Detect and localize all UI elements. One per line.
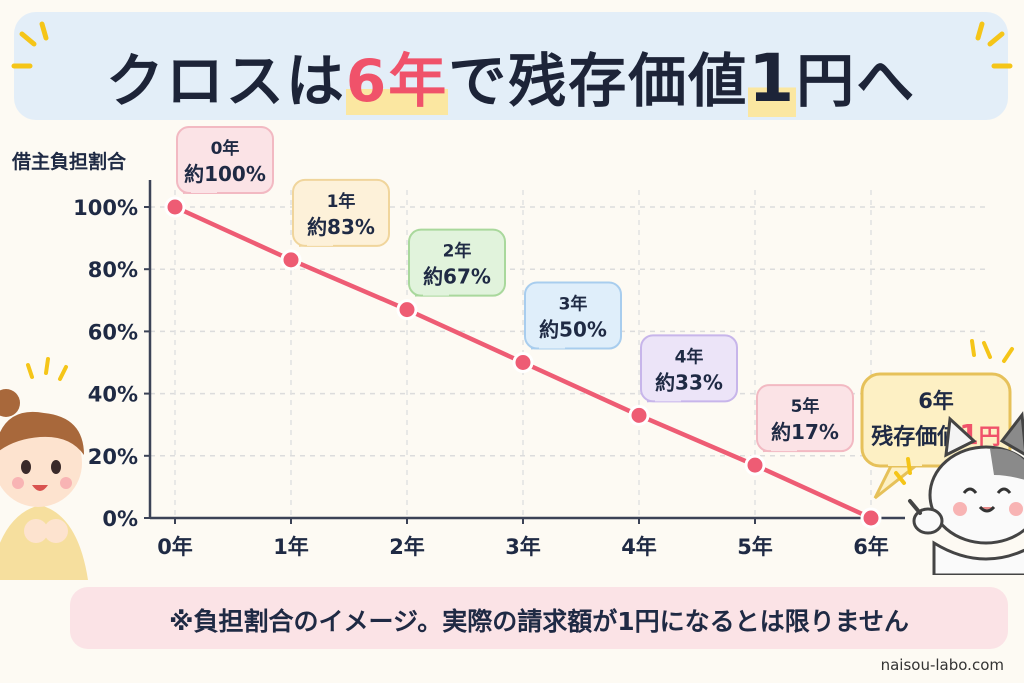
callout-bubble	[524, 281, 622, 350]
data-point	[280, 249, 302, 271]
callout-year-label: 1年	[327, 191, 356, 212]
callout-tail-joint	[771, 445, 797, 452]
callout-bubble	[176, 126, 274, 194]
x-tick-label: 0年	[157, 535, 193, 559]
callout-tail-joint	[191, 187, 217, 193]
callout-year-label: 4年	[675, 346, 704, 367]
title-part3: 円へ	[796, 47, 917, 115]
callout-percent-label: 約33%	[655, 370, 723, 394]
y-tick-label: 80%	[88, 258, 138, 282]
callout-bubble	[292, 178, 390, 247]
data-point	[396, 299, 418, 321]
title-part1: クロスは	[105, 47, 346, 115]
title-number: 1	[748, 40, 797, 117]
callout-tail-joint	[655, 395, 681, 402]
callout-year-label: 2年	[443, 241, 472, 262]
title-banner: クロスは6年で残存価値1円へ	[14, 12, 1008, 120]
x-tick-label: 6年	[853, 535, 889, 559]
y-tick-label: 60%	[88, 320, 138, 344]
x-tick-label: 5年	[737, 535, 773, 559]
callout-percent-label: 約67%	[423, 265, 491, 289]
callout-percent-label: 約50%	[539, 318, 607, 342]
data-point	[628, 404, 650, 426]
callout-percent-label: 約17%	[771, 420, 839, 444]
callout-year-label: 3年	[559, 294, 588, 315]
callout-percent-label: 約83%	[307, 215, 375, 239]
callout-percent-label: 約100%	[184, 162, 266, 186]
x-tick-label: 1年	[273, 535, 309, 559]
final-callout-unit: 円	[979, 425, 1001, 450]
callout-tail-joint	[423, 289, 449, 296]
title-part2: で残存価値	[448, 47, 749, 115]
data-point	[512, 352, 534, 373]
woman-character-icon	[0, 357, 88, 580]
title-highlight-years: 6年	[345, 47, 449, 115]
data-point	[164, 196, 186, 218]
y-tick-label: 100%	[73, 196, 138, 220]
final-callout-year: 6年	[918, 389, 954, 413]
cat-character-icon	[894, 339, 1024, 575]
data-point	[744, 454, 766, 476]
y-tick-label: 40%	[88, 383, 138, 407]
callout-year-label: 5年	[791, 396, 820, 417]
disclaimer-note: ※負担割合のイメージ。実際の請求額が1円になるとは限りません	[70, 587, 1008, 649]
disclaimer-text: ※負担割合のイメージ。実際の請求額が1円になるとは限りません	[169, 607, 909, 636]
x-tick-label: 4年	[621, 535, 657, 559]
final-callout-tail-joint	[888, 459, 922, 466]
callout-year-label: 0年	[211, 138, 240, 159]
site-url: naisou-labo.com	[880, 656, 1004, 674]
callout-bubble	[408, 228, 506, 297]
callout-bubble	[756, 384, 854, 453]
x-tick-label: 3年	[505, 535, 541, 559]
y-tick-label: 0%	[102, 507, 138, 531]
callout-tail-joint	[539, 342, 565, 349]
callout-tail-joint	[307, 239, 333, 246]
y-axis-title: 借主負担割合	[12, 151, 127, 173]
x-tick-label: 2年	[389, 535, 425, 559]
data-point	[860, 507, 882, 529]
page-title: クロスは6年で残存価値1円へ	[14, 34, 1008, 118]
final-callout-label: 残存価値	[871, 424, 959, 450]
y-tick-label: 20%	[88, 445, 138, 469]
callout-bubble	[640, 334, 738, 403]
